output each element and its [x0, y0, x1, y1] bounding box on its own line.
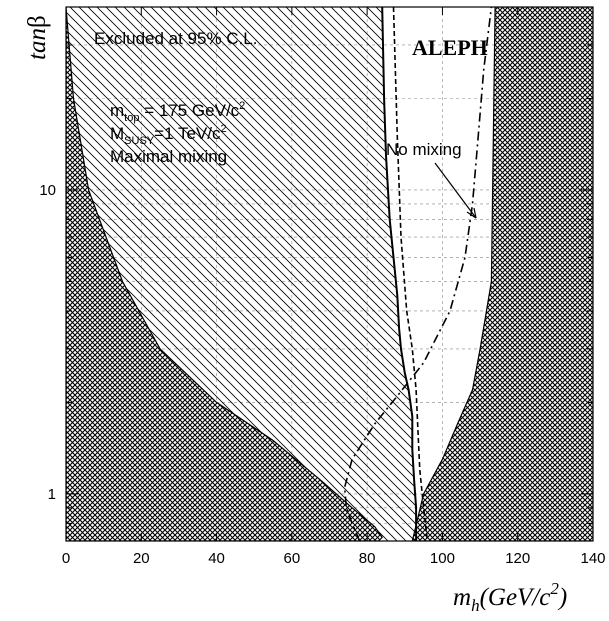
x-axis-title: mh(GeV/c2) — [453, 579, 567, 615]
plot-frame — [65, 6, 594, 542]
x-axis-sub: h — [471, 596, 480, 615]
curve-dash-dot — [343, 7, 493, 541]
maximal-note: Maximal mixing — [110, 147, 227, 166]
x-axis-m: m — [453, 584, 471, 611]
y-axis-beta: β — [24, 15, 51, 28]
x-tick-label: 80 — [359, 550, 376, 567]
mtop-exp: 2 — [239, 100, 245, 112]
excluded-95cl-region — [66, 7, 417, 541]
arrowhead-icon — [466, 207, 477, 219]
curves — [343, 7, 493, 541]
x-tick-label: 20 — [133, 550, 150, 567]
no-mixing-label: No mixing — [386, 140, 462, 159]
x-tick-label: 120 — [505, 550, 530, 567]
curve-dashed — [392, 7, 429, 541]
mtop-sub: top — [124, 112, 139, 124]
excluded-label: Excluded at 95% C.L. — [94, 29, 257, 48]
x-axis-exp: 2 — [550, 579, 559, 598]
x-axis-close: ) — [557, 584, 567, 611]
msusy-note: MSUSY=1 TeV/c2 — [110, 123, 227, 147]
x-tick-label: 100 — [430, 550, 455, 567]
no-mixing-arrow — [434, 162, 477, 219]
y-tick-label: 1 — [48, 486, 56, 503]
x-tick-label: 60 — [284, 550, 301, 567]
shaded-regions — [66, 7, 593, 541]
mtop-symbol: m — [110, 101, 124, 120]
experiment-label: ALEPH — [412, 35, 488, 60]
msusy-symbol: M — [110, 124, 124, 143]
msusy-sub: SUSY — [124, 135, 155, 147]
x-axis-open: (GeV/c — [480, 584, 551, 611]
y-axis-tan: tan — [24, 28, 51, 60]
y-axis-title: tanβ — [24, 15, 51, 60]
x-tick-label: 0 — [62, 550, 70, 567]
excluded-theory-right-region — [411, 7, 593, 541]
y-tick-label: 10 — [39, 182, 56, 199]
mtop-value: = 175 GeV/c — [139, 101, 239, 120]
x-tick-label: 40 — [208, 550, 225, 567]
mtop-note: mtop = 175 GeV/c2 — [110, 100, 245, 124]
x-tick-label: 140 — [580, 550, 605, 567]
axis-ticks: 0 20 40 60 80 100 120 140 1 10 — [39, 6, 606, 567]
curve-solid — [381, 7, 418, 541]
msusy-exp: 2 — [220, 123, 226, 135]
msusy-value: =1 TeV/c — [154, 124, 221, 143]
